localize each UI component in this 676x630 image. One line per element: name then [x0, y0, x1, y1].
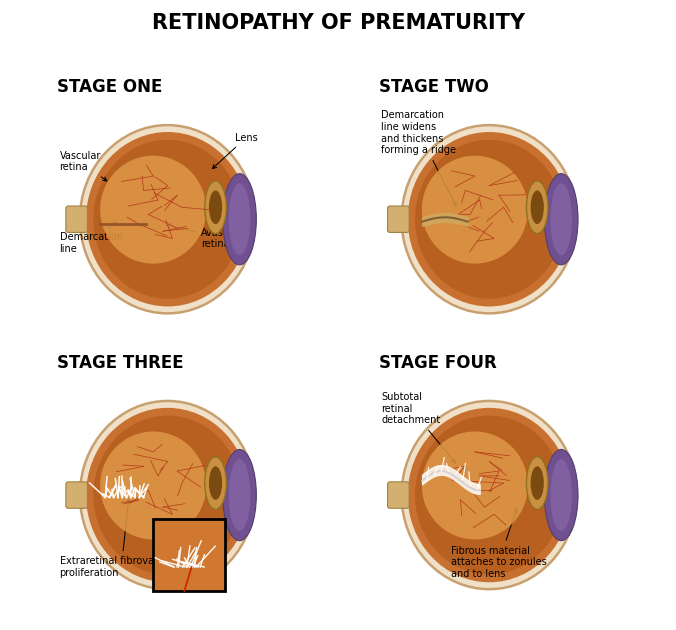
Text: Demarcation
line: Demarcation line: [59, 222, 122, 254]
Text: Extraretinal fibrovascular
proliferation: Extraretinal fibrovascular proliferation: [59, 499, 183, 578]
Text: STAGE THREE: STAGE THREE: [57, 354, 184, 372]
FancyBboxPatch shape: [66, 482, 87, 508]
Text: Vascular
retina: Vascular retina: [59, 151, 107, 181]
Ellipse shape: [86, 408, 249, 582]
Ellipse shape: [100, 432, 206, 539]
Ellipse shape: [544, 174, 578, 265]
Ellipse shape: [550, 459, 572, 531]
Ellipse shape: [550, 183, 572, 255]
Text: RETINOPATHY OF PREMATURITY: RETINOPATHY OF PREMATURITY: [151, 13, 525, 33]
Ellipse shape: [527, 457, 548, 510]
FancyBboxPatch shape: [153, 519, 225, 591]
Ellipse shape: [422, 156, 528, 263]
Text: Avascular
retina: Avascular retina: [166, 224, 248, 249]
Text: STAGE ONE: STAGE ONE: [57, 78, 163, 96]
FancyBboxPatch shape: [387, 482, 409, 508]
Ellipse shape: [100, 156, 206, 263]
Ellipse shape: [80, 125, 256, 313]
Ellipse shape: [205, 457, 226, 510]
Ellipse shape: [422, 432, 528, 539]
Ellipse shape: [228, 459, 250, 531]
Ellipse shape: [408, 132, 571, 306]
Ellipse shape: [531, 466, 544, 500]
Ellipse shape: [209, 466, 222, 500]
Ellipse shape: [402, 401, 577, 589]
Ellipse shape: [209, 190, 222, 224]
Ellipse shape: [80, 401, 256, 589]
Ellipse shape: [402, 125, 577, 313]
Ellipse shape: [205, 181, 226, 234]
Text: Lens: Lens: [212, 133, 258, 169]
Text: STAGE TWO: STAGE TWO: [379, 78, 489, 96]
Ellipse shape: [415, 140, 564, 299]
Ellipse shape: [228, 183, 250, 255]
Text: Demarcation
line widens
and thickens
forming a ridge: Demarcation line widens and thickens for…: [381, 110, 456, 206]
Text: Fibrous material
attaches to zonules
and to lens: Fibrous material attaches to zonules and…: [451, 508, 547, 579]
Ellipse shape: [86, 132, 249, 306]
Ellipse shape: [93, 140, 242, 299]
Ellipse shape: [222, 449, 256, 541]
FancyBboxPatch shape: [387, 206, 409, 232]
Text: Subtotal
retinal
detachment: Subtotal retinal detachment: [381, 392, 456, 463]
FancyBboxPatch shape: [66, 206, 87, 232]
Ellipse shape: [531, 190, 544, 224]
Ellipse shape: [415, 416, 564, 575]
Text: STAGE FOUR: STAGE FOUR: [379, 354, 497, 372]
Ellipse shape: [408, 408, 571, 582]
Ellipse shape: [93, 416, 242, 575]
Ellipse shape: [544, 449, 578, 541]
Ellipse shape: [527, 181, 548, 234]
Ellipse shape: [222, 174, 256, 265]
